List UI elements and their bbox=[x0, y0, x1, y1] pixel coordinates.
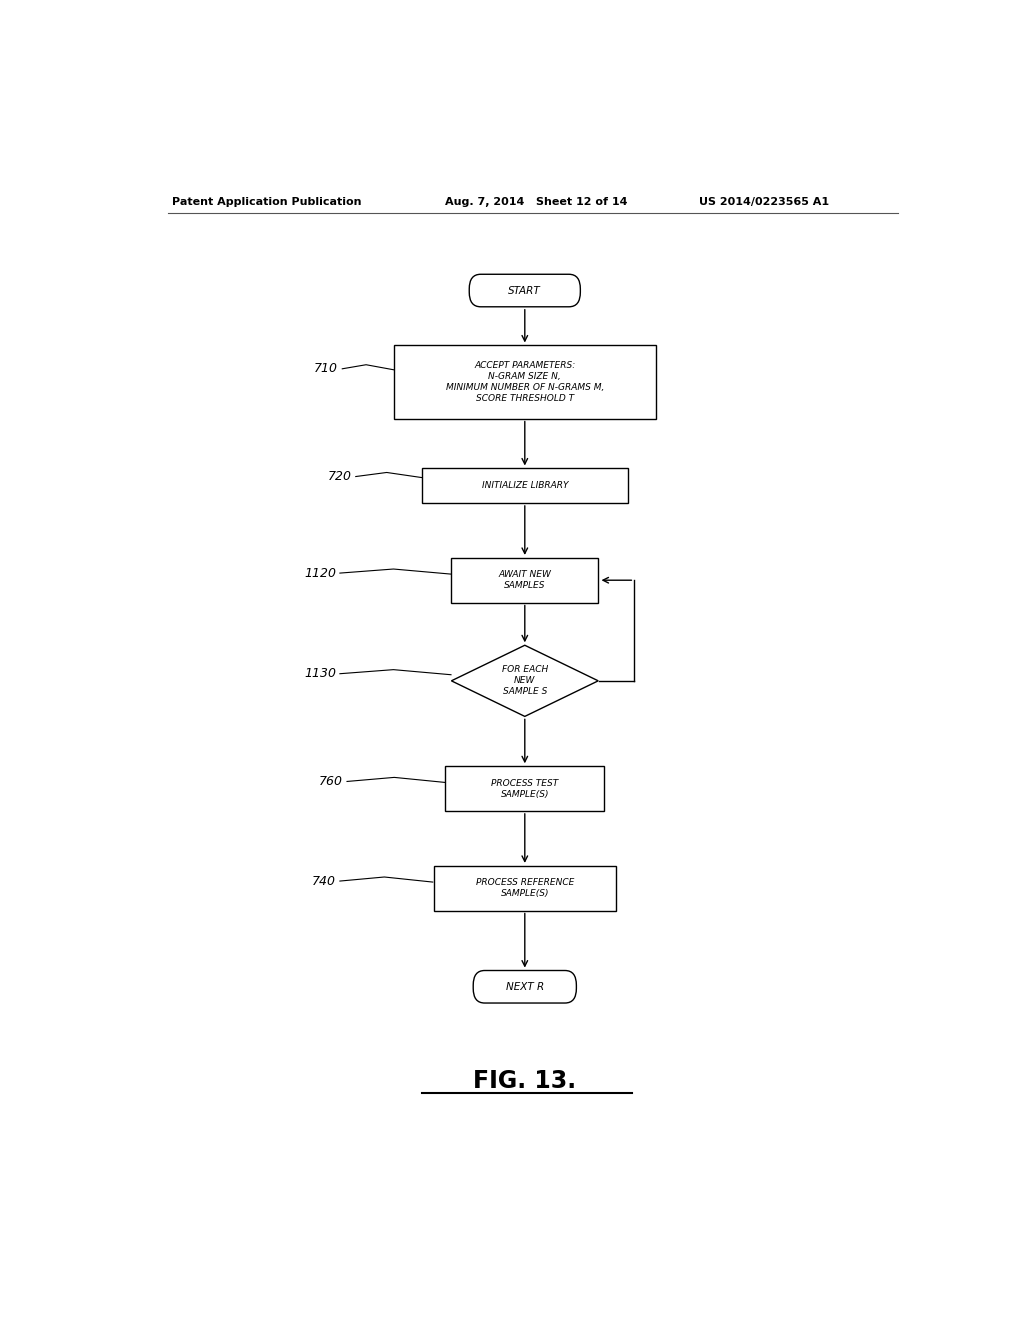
Bar bbox=[452, 558, 598, 602]
Bar bbox=[394, 346, 655, 418]
Text: ACCEPT PARAMETERS:
N-GRAM SIZE N,
MINIMUM NUMBER OF N-GRAMS M,
SCORE THRESHOLD T: ACCEPT PARAMETERS: N-GRAM SIZE N, MINIMU… bbox=[445, 360, 604, 403]
Text: NEXT R: NEXT R bbox=[506, 982, 544, 991]
Text: Patent Application Publication: Patent Application Publication bbox=[172, 197, 361, 207]
Text: 710: 710 bbox=[314, 362, 338, 375]
Text: 720: 720 bbox=[328, 470, 352, 483]
Bar bbox=[445, 766, 604, 810]
Text: 1120: 1120 bbox=[304, 566, 336, 579]
Text: 1130: 1130 bbox=[304, 667, 336, 680]
FancyBboxPatch shape bbox=[469, 275, 581, 306]
FancyBboxPatch shape bbox=[473, 970, 577, 1003]
Text: FIG. 13.: FIG. 13. bbox=[473, 1069, 577, 1093]
Text: INITIALIZE LIBRARY: INITIALIZE LIBRARY bbox=[481, 482, 568, 490]
Text: START: START bbox=[509, 285, 541, 296]
Text: PROCESS TEST
SAMPLE(S): PROCESS TEST SAMPLE(S) bbox=[492, 779, 558, 799]
Polygon shape bbox=[452, 645, 598, 717]
Text: Aug. 7, 2014   Sheet 12 of 14: Aug. 7, 2014 Sheet 12 of 14 bbox=[445, 197, 628, 207]
Text: AWAIT NEW
SAMPLES: AWAIT NEW SAMPLES bbox=[499, 570, 551, 590]
Text: PROCESS REFERENCE
SAMPLE(S): PROCESS REFERENCE SAMPLE(S) bbox=[475, 878, 574, 898]
Bar bbox=[433, 866, 616, 911]
Text: US 2014/0223565 A1: US 2014/0223565 A1 bbox=[699, 197, 829, 207]
Text: 740: 740 bbox=[312, 875, 336, 887]
Text: 760: 760 bbox=[319, 775, 343, 788]
Bar bbox=[422, 469, 628, 503]
Text: FOR EACH
NEW
SAMPLE S: FOR EACH NEW SAMPLE S bbox=[502, 665, 548, 697]
